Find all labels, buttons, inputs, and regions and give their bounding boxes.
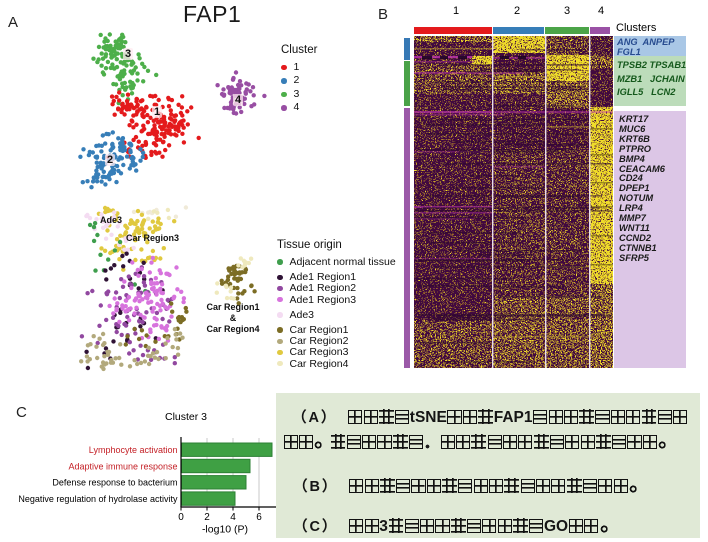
- svg-text:4: 4: [230, 512, 236, 523]
- svg-text:Defense response to bacterium: Defense response to bacterium: [52, 478, 177, 488]
- svg-text:Negative regulation of hydrola: Negative regulation of hydrolase activit…: [18, 494, 178, 504]
- svg-text:2: 2: [204, 512, 210, 523]
- svg-text:6: 6: [256, 512, 262, 523]
- svg-text:Lymphocyte activation: Lymphocyte activation: [89, 445, 178, 455]
- svg-text:-log10 (P): -log10 (P): [202, 524, 248, 536]
- svg-text:0: 0: [178, 512, 184, 523]
- svg-text:Adaptive immune response: Adaptive immune response: [68, 461, 177, 471]
